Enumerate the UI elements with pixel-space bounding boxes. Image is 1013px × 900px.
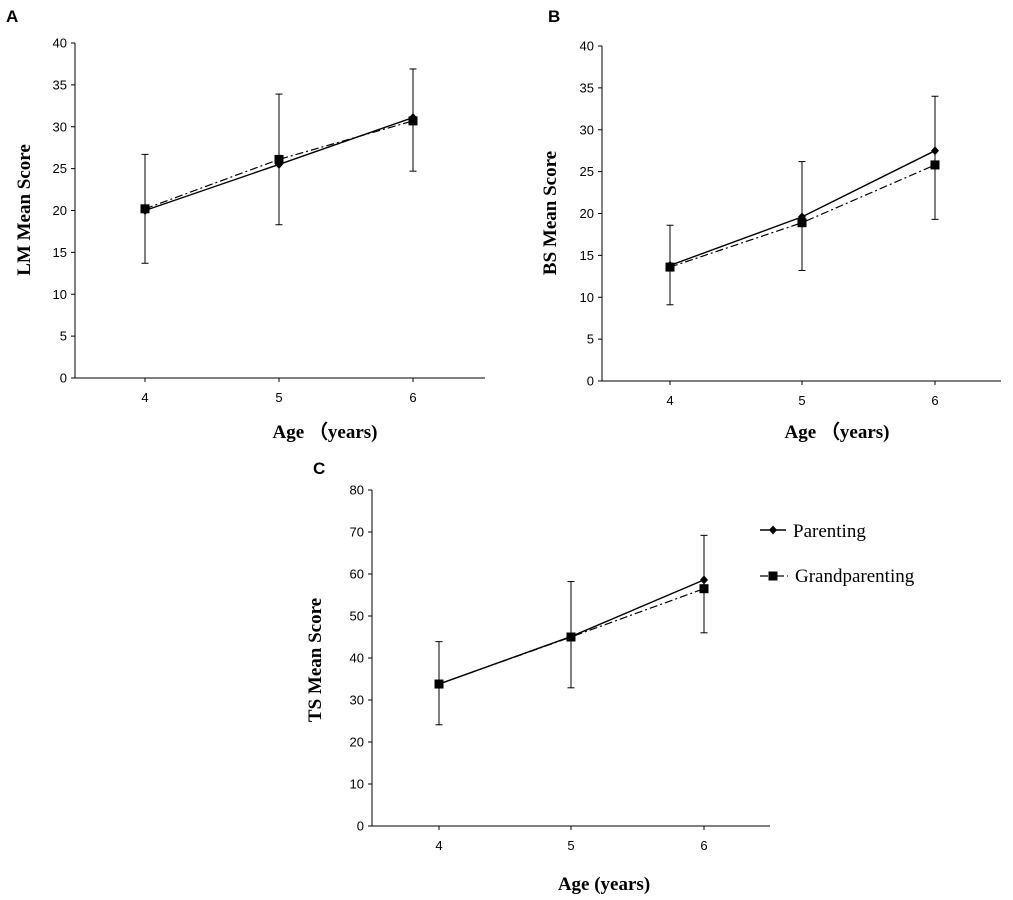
y-tick-label: 80 <box>350 483 364 498</box>
grandparenting-marker <box>274 154 284 164</box>
y-tick-label: 20 <box>580 206 594 221</box>
x-tick-label: 4 <box>141 390 148 405</box>
chart-panel-c: C 0 10 20 30 40 50 60 70 80 4 5 6 Age (years) TS Mean … <box>305 459 770 895</box>
legend: Parenting Grandparenting <box>760 521 915 587</box>
x-tick-label: 6 <box>409 390 416 405</box>
y-tick-label: 40 <box>350 651 364 666</box>
y-axis-title: TS Mean Score <box>305 598 326 722</box>
y-tick-label: 40 <box>580 39 594 54</box>
x-tick-label: 5 <box>275 390 282 405</box>
parenting-marker <box>141 206 149 215</box>
legend-marker-parenting <box>769 525 777 535</box>
legend-label-parenting: Parenting <box>793 521 866 542</box>
y-tick-label: 15 <box>53 245 67 260</box>
y-tick-label: 30 <box>580 122 594 137</box>
y-tick-label: 60 <box>350 567 364 582</box>
y-tick-label: 5 <box>60 329 67 344</box>
x-tick-label: 5 <box>798 393 805 408</box>
parenting-marker <box>666 260 674 270</box>
y-tick-label: 10 <box>53 287 67 302</box>
legend-marker-grandparenting <box>768 571 778 581</box>
parenting-marker <box>435 679 443 689</box>
y-tick-label: 0 <box>587 374 594 389</box>
x-tick-label: 4 <box>435 838 442 853</box>
y-tick-label: 10 <box>580 290 594 305</box>
parenting-marker <box>700 575 708 585</box>
panel-letter: B <box>548 7 560 26</box>
y-tick-label: 20 <box>350 735 364 750</box>
x-tick-label: 6 <box>931 393 938 408</box>
y-tick-label: 10 <box>350 777 364 792</box>
grandparenting-marker <box>930 160 940 170</box>
panel-letter: A <box>6 7 18 26</box>
y-tick-label: 35 <box>580 80 594 95</box>
legend-label-grandparenting: Grandparenting <box>795 566 915 587</box>
y-tick-label: 70 <box>350 525 364 540</box>
y-tick-label: 0 <box>357 819 364 834</box>
x-tick-label: 4 <box>666 393 673 408</box>
parenting-marker <box>409 113 417 123</box>
y-tick-label: 30 <box>53 119 67 134</box>
panel-letter: C <box>313 459 325 478</box>
y-axis-title: LM Mean Score <box>14 144 35 276</box>
y-tick-label: 40 <box>53 36 67 51</box>
parenting-marker <box>567 632 575 642</box>
grandparenting-marker <box>699 584 709 594</box>
parenting-marker <box>798 212 806 222</box>
y-tick-label: 30 <box>350 693 364 708</box>
y-tick-label: 20 <box>53 203 67 218</box>
x-tick-label: 6 <box>700 838 707 853</box>
y-tick-label: 5 <box>587 332 594 347</box>
x-tick-label: 5 <box>567 838 574 853</box>
y-tick-label: 15 <box>580 248 594 263</box>
y-tick-label: 0 <box>60 371 67 386</box>
x-axis-title: Age （years) <box>273 420 378 443</box>
x-axis-title: Age (years) <box>558 874 650 895</box>
y-tick-label: 25 <box>53 161 67 176</box>
y-axis-title: BS Mean Score <box>540 151 561 275</box>
x-axis-title: Age （years) <box>785 420 890 443</box>
parenting-marker <box>931 146 939 156</box>
parenting-marker <box>275 159 283 169</box>
y-tick-label: 35 <box>53 77 67 92</box>
y-tick-label: 25 <box>580 164 594 179</box>
grandparenting-marker <box>797 218 807 228</box>
y-tick-label: 50 <box>350 609 364 624</box>
